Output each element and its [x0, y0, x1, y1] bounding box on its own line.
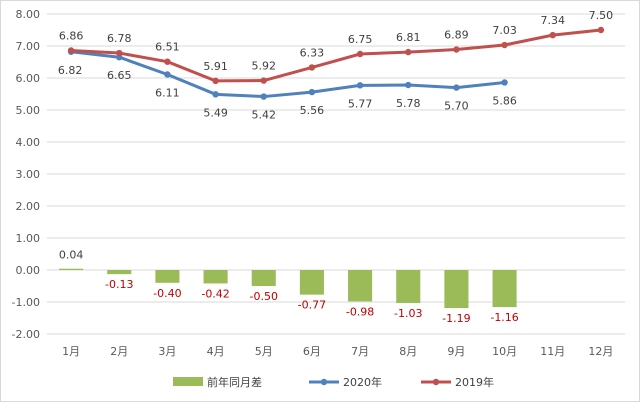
line-data-label: 5.92 — [252, 60, 277, 73]
bar-data-label: -0.40 — [153, 287, 181, 300]
bar-data-label: -0.13 — [105, 278, 133, 291]
bar — [203, 270, 228, 284]
bar-data-label: -0.42 — [201, 287, 229, 300]
x-tick-label: 4月 — [207, 345, 225, 358]
bar — [348, 270, 373, 302]
y-tick-label: 7.00 — [16, 40, 41, 53]
bar-data-label: -0.98 — [346, 305, 374, 318]
series-line — [70, 50, 505, 99]
x-tick-label: 8月 — [399, 345, 417, 358]
series-point — [164, 71, 171, 78]
series-point — [212, 91, 219, 98]
line-data-label: 6.81 — [396, 31, 421, 44]
bar-data-label: 0.04 — [59, 249, 84, 262]
x-tick-label: 12月 — [588, 345, 613, 358]
x-tick-label: 3月 — [158, 345, 176, 358]
series-point — [597, 26, 605, 34]
line-data-label: 6.86 — [59, 29, 84, 42]
line-data-label: 5.49 — [203, 106, 228, 119]
line-data-label: 7.50 — [589, 9, 614, 22]
line-data-label: 5.86 — [492, 94, 517, 107]
y-tick-label: 2.00 — [16, 200, 41, 213]
bar — [251, 270, 276, 286]
series-point — [405, 48, 412, 56]
series-point — [67, 47, 75, 54]
bar — [299, 270, 324, 295]
line-data-label: 6.89 — [444, 29, 469, 42]
series-point — [260, 93, 267, 100]
x-tick-label: 9月 — [447, 345, 465, 358]
line-data-label: 6.82 — [58, 64, 83, 77]
series-point — [260, 77, 267, 84]
legend-marker — [320, 378, 328, 386]
line-data-label: 5.42 — [252, 109, 277, 122]
series-point — [453, 46, 460, 53]
series-point — [164, 58, 171, 65]
y-tick-label: -1.00 — [12, 296, 40, 309]
line-data-label: 7.03 — [492, 24, 517, 37]
x-tick-label: 10月 — [492, 345, 517, 358]
legend-label: 2020年 — [343, 375, 382, 389]
y-tick-label: 8.00 — [16, 8, 41, 21]
bar-data-label: -0.77 — [298, 299, 326, 312]
legend-marker — [432, 378, 440, 386]
line-data-label: 6.51 — [155, 41, 180, 54]
bar — [59, 268, 84, 270]
line-data-label: 7.34 — [541, 14, 566, 27]
bar — [107, 270, 132, 275]
x-tick-label: 6月 — [303, 345, 321, 358]
legend-swatch — [173, 377, 203, 386]
series-point — [453, 84, 460, 91]
line-data-label: 5.77 — [348, 97, 373, 110]
y-tick-label: 3.00 — [16, 168, 41, 181]
y-tick-label: -2.00 — [12, 328, 40, 341]
series-line — [71, 28, 602, 83]
bar-data-label: -0.50 — [250, 290, 278, 303]
series-point — [549, 31, 556, 39]
legend-label: 前年同月差 — [207, 375, 262, 389]
y-tick-label: 4.00 — [16, 136, 41, 149]
series-point — [356, 50, 364, 58]
bar — [396, 270, 421, 303]
series-point — [501, 41, 508, 49]
line-data-label: 5.56 — [300, 104, 325, 117]
x-tick-label: 7月 — [351, 345, 369, 358]
x-tick-label: 2月 — [110, 345, 128, 358]
bar — [444, 270, 469, 309]
legend-label: 2019年 — [455, 375, 494, 389]
line-data-label: 5.70 — [444, 100, 469, 113]
series-point — [405, 81, 412, 89]
bar-data-label: -1.16 — [490, 311, 518, 324]
line-data-label: 5.78 — [396, 97, 421, 110]
y-tick-label: 0.00 — [16, 264, 41, 277]
series-point — [116, 49, 123, 57]
line-data-label: 6.33 — [300, 46, 325, 59]
y-tick-label: 1.00 — [16, 232, 41, 245]
line-data-label: 6.75 — [348, 33, 373, 46]
x-tick-label: 1月 — [62, 345, 80, 358]
line-data-label: 5.91 — [203, 60, 228, 73]
series-point — [308, 88, 316, 96]
line-data-label: 6.11 — [155, 86, 180, 99]
bar-data-label: -1.19 — [442, 312, 470, 325]
bar — [492, 270, 517, 308]
x-tick-label: 11月 — [540, 345, 565, 358]
y-tick-label: 5.00 — [16, 104, 41, 117]
series-point — [308, 64, 316, 71]
line-data-label: 6.78 — [107, 32, 132, 45]
series-point — [356, 82, 364, 89]
series-point — [501, 79, 508, 86]
x-tick-label: 5月 — [255, 345, 273, 358]
y-tick-label: 6.00 — [16, 72, 41, 85]
line-data-label: 6.65 — [107, 69, 132, 82]
bar-data-label: -1.03 — [394, 307, 422, 320]
bar — [155, 270, 180, 283]
series-point — [212, 77, 219, 85]
